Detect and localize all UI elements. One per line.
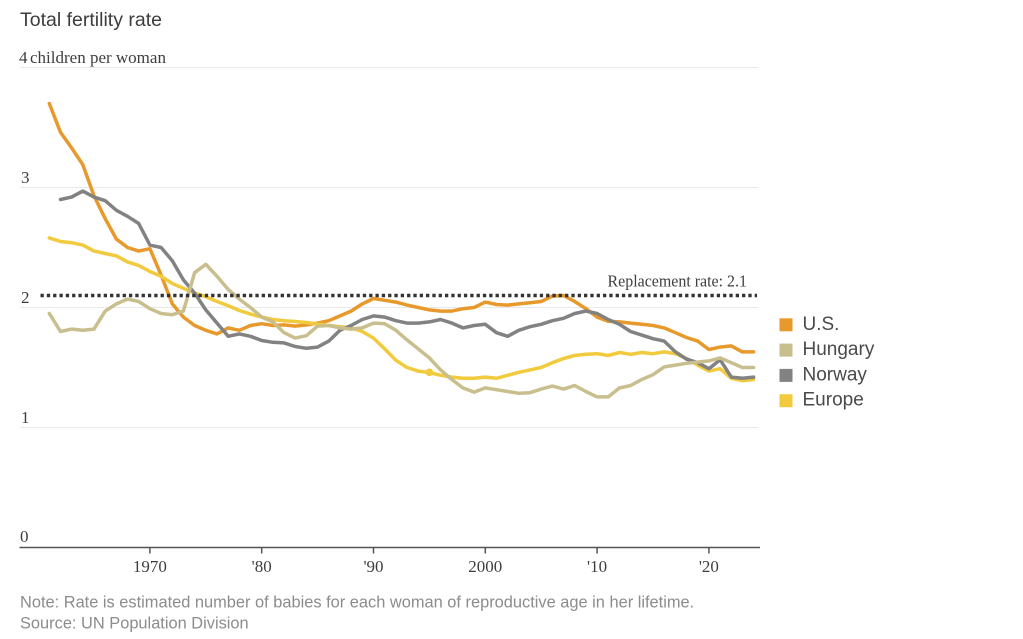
svg-text:2000: 2000 xyxy=(468,557,502,576)
svg-text:3: 3 xyxy=(21,168,30,187)
svg-text:Note: Rate is estimated number: Note: Rate is estimated number of babies… xyxy=(20,593,694,611)
svg-text:'20: '20 xyxy=(699,557,719,576)
svg-text:1970: 1970 xyxy=(133,557,167,576)
svg-text:Norway: Norway xyxy=(803,364,868,385)
svg-text:Europe: Europe xyxy=(803,390,864,411)
svg-text:Total fertility rate: Total fertility rate xyxy=(20,9,162,31)
svg-text:'10: '10 xyxy=(587,557,607,576)
svg-text:Hungary: Hungary xyxy=(803,339,875,360)
svg-text:'80: '80 xyxy=(252,557,272,576)
svg-text:children per woman: children per woman xyxy=(30,48,166,67)
svg-text:Source: UN Population Division: Source: UN Population Division xyxy=(20,615,249,633)
svg-text:U.S.: U.S. xyxy=(803,314,840,335)
svg-text:4: 4 xyxy=(19,48,28,67)
svg-text:1: 1 xyxy=(21,408,30,427)
svg-text:Replacement rate: 2.1: Replacement rate: 2.1 xyxy=(608,272,748,291)
svg-text:2: 2 xyxy=(21,288,30,307)
svg-text:'90: '90 xyxy=(363,557,383,576)
svg-text:0: 0 xyxy=(20,527,29,546)
